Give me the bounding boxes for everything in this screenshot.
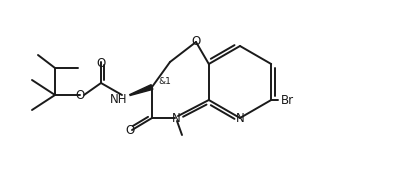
Text: O: O [191,35,201,48]
Text: NH: NH [110,93,128,105]
Text: N: N [236,112,245,125]
Text: N: N [171,112,181,125]
Text: O: O [75,89,85,102]
Text: &1: &1 [158,76,171,86]
Text: O: O [125,125,135,138]
Polygon shape [130,85,153,95]
Text: Br: Br [280,93,294,107]
Text: O: O [96,57,105,69]
